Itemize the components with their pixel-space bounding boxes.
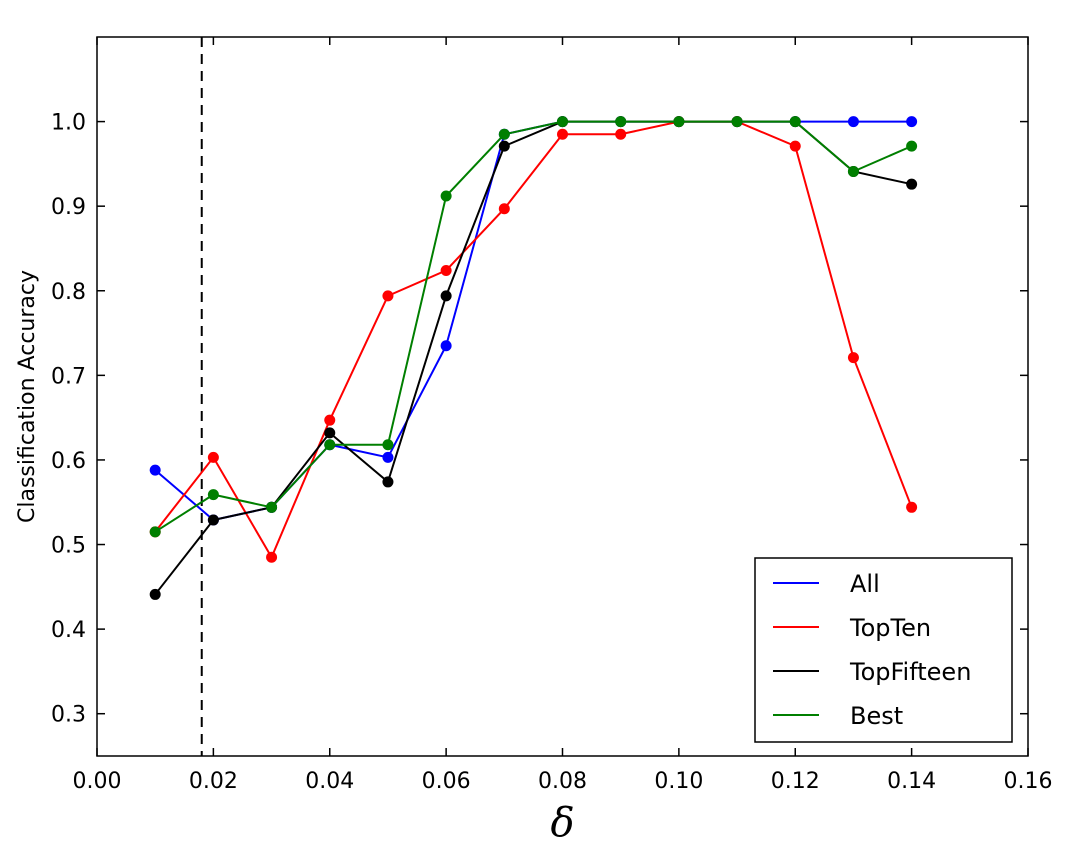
y-tick-label: 0.7 (51, 364, 86, 389)
legend-label-best: Best (850, 702, 903, 730)
data-point (149, 464, 161, 476)
data-point (906, 116, 918, 128)
data-point (382, 476, 394, 488)
data-point (557, 116, 568, 128)
legend-label-topten: TopTen (849, 614, 931, 642)
data-point (207, 489, 219, 501)
x-tick-label: 0.02 (189, 769, 238, 794)
data-point (149, 588, 161, 600)
y-tick-label: 0.3 (51, 703, 86, 728)
data-point (615, 116, 627, 128)
x-tick-label: 0.10 (654, 769, 703, 794)
data-point (847, 116, 859, 128)
data-point (847, 352, 859, 364)
x-tick-label: 0.04 (305, 769, 354, 794)
data-point (324, 439, 336, 451)
data-point (324, 427, 336, 439)
data-point (440, 290, 452, 302)
y-tick-label: 0.9 (51, 195, 86, 220)
data-point (789, 140, 801, 152)
y-axis: 0.3 0.4 0.5 0.6 0.7 0.8 0.9 1.0 (51, 111, 1028, 728)
data-point (440, 340, 452, 352)
legend-label-all: All (850, 570, 880, 598)
data-point (266, 551, 278, 563)
data-point (324, 414, 336, 426)
data-point (847, 165, 859, 177)
series-layer (149, 116, 918, 600)
y-tick-label: 0.8 (51, 280, 86, 305)
x-tick-label: 0.12 (771, 769, 820, 794)
x-tick-label: 0.08 (538, 769, 587, 794)
data-point (440, 264, 452, 276)
data-point (906, 178, 918, 190)
data-point (149, 526, 161, 538)
data-point (382, 439, 394, 451)
data-point (382, 451, 394, 463)
x-tick-label: 0.06 (422, 769, 471, 794)
data-point (266, 501, 278, 513)
data-point (615, 128, 627, 140)
x-axis-label: δ (550, 800, 574, 845)
series-best (149, 116, 918, 538)
y-tick-label: 0.4 (51, 618, 86, 643)
data-point (557, 128, 568, 140)
data-point (906, 140, 918, 152)
y-tick-label: 0.5 (51, 534, 86, 559)
data-point (382, 290, 394, 302)
data-point (789, 116, 801, 128)
series-line (154, 120, 913, 560)
data-point (731, 116, 743, 128)
x-tick-label: 0.00 (73, 769, 122, 794)
data-point (440, 190, 452, 202)
x-tick-label: 0.14 (887, 769, 936, 794)
data-point (207, 451, 219, 463)
legend-label-topfifteen: TopFifteen (849, 658, 971, 686)
x-tick-label: 0.16 (1004, 769, 1053, 794)
y-tick-label: 0.6 (51, 449, 86, 474)
y-tick-label: 1.0 (51, 111, 86, 136)
data-point (498, 203, 510, 215)
legend-box (754, 557, 1013, 743)
data-point (498, 128, 510, 140)
series-line (154, 120, 913, 533)
data-point (207, 514, 219, 526)
x-axis: 0.00 0.02 0.04 0.06 0.08 0.10 0.12 0.14 0.16 (73, 37, 1053, 794)
legend: All TopTen TopFifteen Best (754, 557, 1013, 743)
data-point (673, 116, 685, 128)
data-point (498, 140, 510, 152)
y-axis-label: Classification Accuracy (15, 270, 40, 523)
data-point (906, 501, 918, 513)
